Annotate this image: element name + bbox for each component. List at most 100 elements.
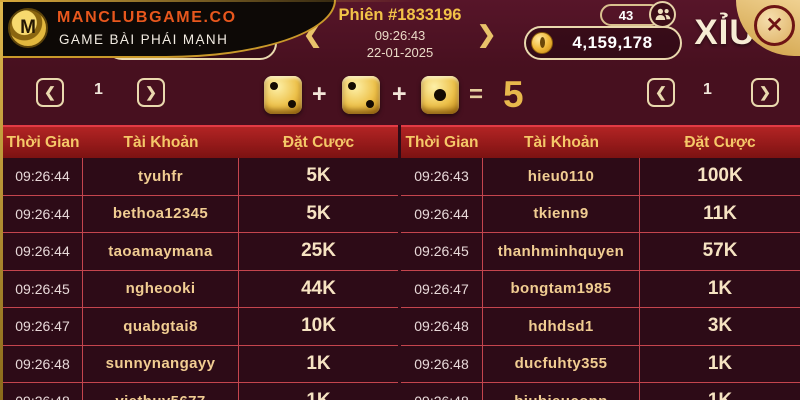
- col-account: viethuy5677: [83, 383, 239, 400]
- col-time: 09:26:44: [3, 233, 83, 270]
- table-header-row: Thời Gian Tài Khoản Đặt Cược: [3, 125, 398, 158]
- left-pager-prev-button[interactable]: ❮: [36, 78, 64, 107]
- col-bet: 5K: [306, 165, 331, 187]
- col-bet: 1K: [640, 383, 800, 400]
- bet-table-right: Thời Gian Tài Khoản Đặt Cược 09:26:43 hieu0…: [401, 125, 800, 400]
- col-bet: 25K: [301, 240, 336, 262]
- table-row: 09:26:43 hieu0110 100K: [401, 158, 800, 196]
- column-header: Tài Khoản: [123, 133, 199, 151]
- players-icon-circle[interactable]: [649, 1, 676, 28]
- col-bet: 44K: [301, 277, 336, 299]
- col-account: tkienn9: [483, 195, 640, 232]
- logo-letter: M: [20, 17, 36, 38]
- table-body: 09:26:43 hieu0110 100K 09:26:44 tkienn9 11K 09…: [401, 158, 800, 400]
- table-row: 09:26:48 hdhdsd1 3K: [401, 308, 800, 346]
- col-account: thanhminhquyen: [483, 233, 640, 270]
- session-title: Phiên #1833196: [338, 6, 462, 24]
- col-time: 09:26:48: [401, 383, 483, 400]
- plus-sign: +: [312, 80, 327, 108]
- col-account: bethoa12345: [83, 195, 239, 232]
- session-date: 22-01-2025: [366, 45, 434, 60]
- session-next-button[interactable]: ❯: [477, 21, 497, 47]
- people-icon: [655, 8, 670, 20]
- die: [421, 76, 459, 114]
- table-body: 09:26:44 tyuhfr 5K 09:26:44 bethoa12345 5K 09:…: [3, 158, 398, 400]
- table-row: 09:26:48 sunnynangayy 1K: [3, 345, 398, 383]
- column-header: Tài Khoản: [524, 133, 599, 151]
- table-row: 09:26:48 ducfuhty355 1K: [401, 345, 800, 383]
- close-button[interactable]: ✕: [754, 5, 795, 46]
- col-time: 09:26:45: [401, 233, 483, 270]
- col-time: 09:26:43: [401, 158, 483, 195]
- col-account: taoamaymana: [83, 233, 239, 270]
- col-bet: 1K: [707, 277, 733, 299]
- header-bar: 614,204 M MANCLUBGAME.CO GAME BÀI PHÁI M…: [0, 0, 800, 68]
- col-time: 09:26:48: [3, 345, 83, 382]
- col-time: 09:26:44: [401, 195, 483, 232]
- column-header: Đặt Cược: [282, 133, 355, 151]
- brand-name: MANCLUBGAME.CO: [57, 9, 237, 26]
- col-account: ngheooki: [83, 270, 239, 307]
- col-time: 09:26:48: [401, 345, 483, 382]
- die-pip: [270, 82, 279, 91]
- table-row: 09:26:44 tkienn9 11K: [401, 195, 800, 233]
- die-pip: [348, 82, 357, 91]
- plus-sign: +: [392, 80, 407, 108]
- right-pager-prev-button[interactable]: ❮: [647, 78, 675, 107]
- table-header-row: Thời Gian Tài Khoản Đặt Cược: [401, 125, 800, 158]
- col-bet: 57K: [702, 240, 738, 262]
- column-header: Thời Gian: [405, 133, 479, 151]
- balance-pill-right: 4,159,178: [524, 26, 682, 60]
- col-time: 09:26:47: [3, 308, 83, 345]
- col-bet: 1K: [306, 352, 331, 374]
- col-account: sunnynangayy: [83, 345, 239, 382]
- table-row: 09:26:44 bethoa12345 5K: [3, 195, 398, 233]
- col-account: tyuhfr: [83, 158, 239, 195]
- table-row: 09:26:48biubieuconn1K: [401, 383, 800, 400]
- col-time: 09:26:48: [3, 383, 83, 400]
- table-row: 09:26:45 ngheooki 44K: [3, 270, 398, 308]
- bet-table-left: Thời Gian Tài Khoản Đặt Cược 09:26:44 tyuhf…: [3, 125, 398, 400]
- right-pager-next-button[interactable]: ❯: [751, 78, 779, 107]
- session-time: 09:26:43: [374, 28, 426, 43]
- close-icon: ✕: [765, 14, 784, 37]
- dice-result-bar: ❮ 1 ❯ + + = 5 ❮ 1 ❯: [0, 68, 800, 125]
- brand-logo-chip-icon: M: [8, 8, 48, 48]
- col-time: 09:26:47: [401, 270, 483, 307]
- col-time: 09:26:44: [3, 158, 83, 195]
- left-pager-page: 1: [94, 81, 103, 98]
- col-account: quabgtai8: [83, 308, 239, 345]
- brand-tagline: GAME BÀI PHÁI MẠNH: [59, 32, 229, 47]
- col-bet: 10K: [301, 315, 336, 337]
- col-account: hdhdsd1: [483, 308, 640, 345]
- die: [264, 76, 302, 114]
- col-time: 09:26:44: [3, 195, 83, 232]
- die-pip: [434, 89, 446, 101]
- table-row: 09:26:48viethuy56771K: [3, 383, 398, 400]
- col-time: 09:26:48: [401, 308, 483, 345]
- right-pager-page: 1: [703, 81, 712, 98]
- coin-icon: [531, 32, 553, 54]
- col-account: hieu0110: [483, 158, 640, 195]
- balance-right-value: 4,159,178: [572, 33, 653, 52]
- col-bet: 3K: [707, 315, 733, 337]
- brand-banner: M MANCLUBGAME.CO GAME BÀI PHÁI MẠNH: [0, 0, 336, 58]
- col-account: bongtam1985: [483, 270, 640, 307]
- table-row: 09:26:47 bongtam1985 1K: [401, 270, 800, 308]
- die-pip: [365, 99, 374, 108]
- col-bet: 5K: [306, 202, 331, 224]
- die: [342, 76, 380, 114]
- col-bet: 100K: [697, 165, 743, 187]
- gold-frame-top: [0, 0, 420, 2]
- gold-frame-left: [0, 0, 3, 400]
- col-bet: 11K: [703, 202, 737, 224]
- die-pip: [287, 99, 296, 108]
- col-account: biubieuconn: [483, 383, 640, 400]
- dice-total: 5: [503, 74, 524, 115]
- table-row: 09:26:47 quabgtai8 10K: [3, 308, 398, 346]
- left-pager-next-button[interactable]: ❯: [137, 78, 165, 107]
- column-header: Thời Gian: [6, 133, 80, 151]
- col-time: 09:26:45: [3, 270, 83, 307]
- col-account: ducfuhty355: [483, 345, 640, 382]
